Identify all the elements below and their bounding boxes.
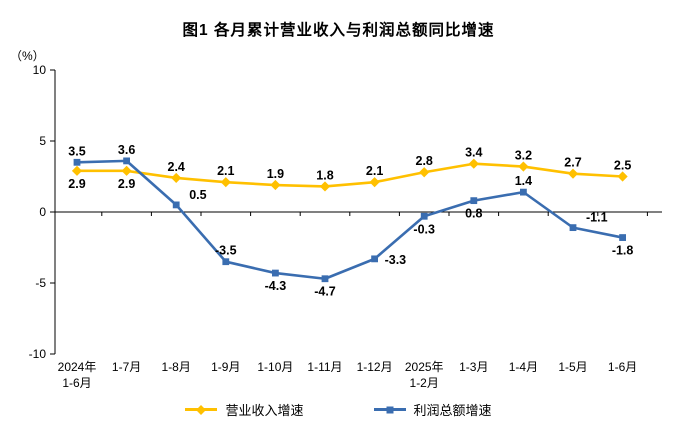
svg-text:1-4月: 1-4月 [509,360,538,374]
svg-text:-4.3: -4.3 [265,279,287,293]
svg-text:-0.3: -0.3 [413,222,435,236]
svg-text:1.9: 1.9 [267,167,284,181]
svg-text:2.4: 2.4 [168,160,185,174]
svg-text:2024年: 2024年 [58,360,97,374]
svg-text:1.4: 1.4 [515,174,532,188]
svg-text:0.8: 0.8 [465,207,482,221]
legend-item-profit: 利润总额增速 [373,400,492,419]
svg-text:-3.5: -3.5 [215,244,237,258]
svg-text:-3.3: -3.3 [385,253,407,267]
svg-text:1-5月: 1-5月 [558,360,587,374]
legend: 营业收入增速 利润总额增速 [0,400,677,419]
svg-text:1-8月: 1-8月 [162,360,191,374]
svg-text:-1.1: -1.1 [586,211,608,225]
chart-title: 图1 各月累计营业收入与利润总额同比增速 [182,22,495,39]
svg-text:2.5: 2.5 [614,159,631,173]
svg-text:3.4: 3.4 [465,146,482,160]
svg-text:-5: -5 [35,276,46,290]
svg-text:3.6: 3.6 [118,143,135,157]
svg-text:3.5: 3.5 [68,144,85,158]
svg-text:1-11月: 1-11月 [307,360,342,374]
svg-text:10: 10 [33,63,47,77]
svg-text:0.5: 0.5 [189,188,206,202]
revenue-line-swatch [185,404,218,415]
svg-text:1-12月: 1-12月 [357,360,393,374]
legend-item-revenue: 营业收入增速 [185,400,304,419]
square-marker-icon [386,406,393,413]
svg-text:5: 5 [39,134,46,148]
svg-text:1-7月: 1-7月 [112,360,141,374]
svg-text:1-10月: 1-10月 [257,360,293,374]
svg-text:3.2: 3.2 [515,149,532,163]
svg-text:1.8: 1.8 [316,168,333,182]
profit-line-swatch [373,406,406,413]
svg-text:2.8: 2.8 [416,154,433,168]
svg-text:1-6月: 1-6月 [62,376,91,390]
svg-text:1-3月: 1-3月 [459,360,488,374]
svg-text:0: 0 [39,205,46,219]
svg-text:2.7: 2.7 [564,156,581,170]
svg-text:2.1: 2.1 [366,164,383,178]
svg-text:2.9: 2.9 [118,177,135,191]
svg-text:1-2月: 1-2月 [410,376,439,390]
legend-label-revenue: 营业收入增速 [225,403,304,418]
svg-text:-4.7: -4.7 [314,285,336,299]
svg-text:2025年: 2025年 [405,360,444,374]
svg-text:1-9月: 1-9月 [211,360,240,374]
svg-text:-1.8: -1.8 [612,244,634,258]
svg-text:1-6月: 1-6月 [608,360,637,374]
svg-text:2.9: 2.9 [68,177,85,191]
y-axis-unit-label: （%） [10,49,45,63]
diamond-marker-icon [196,404,207,415]
legend-label-profit: 利润总额增速 [413,403,492,418]
svg-text:2.1: 2.1 [217,164,234,178]
svg-text:-10: -10 [29,347,47,361]
